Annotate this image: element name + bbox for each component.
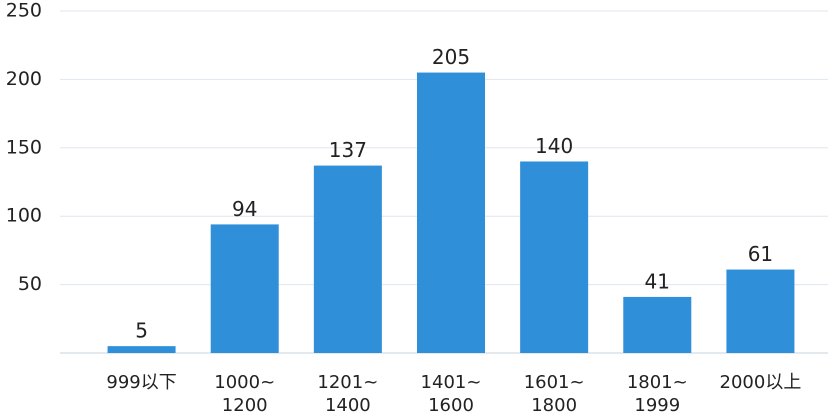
y-tick-label: 200 (6, 68, 42, 90)
y-tick-label: 250 (6, 0, 42, 22)
y-tick-label: 150 (6, 136, 42, 158)
bar (520, 161, 589, 353)
bar (107, 346, 176, 353)
value-label: 205 (432, 45, 470, 69)
x-tick-label: 999以下 (106, 372, 176, 393)
x-tick-label: 1800 (531, 395, 577, 416)
value-label: 94 (232, 197, 257, 221)
value-label: 41 (645, 269, 670, 293)
x-tick-label: 1801~ (627, 372, 688, 393)
bar (210, 224, 279, 353)
value-label: 61 (748, 242, 773, 266)
x-tick-label: 1600 (428, 395, 474, 416)
x-tick-label: 1601~ (524, 372, 585, 393)
x-tick-label: 1999 (634, 395, 680, 416)
y-tick-label: 100 (6, 205, 42, 227)
value-label: 5 (135, 319, 148, 343)
x-tick-label: 2000以上 (720, 372, 802, 393)
x-tick-label: 1000~ (214, 372, 275, 393)
value-label: 140 (535, 134, 573, 158)
x-tick-label: 1200 (222, 395, 268, 416)
bar (417, 72, 485, 353)
x-tick-label: 1401~ (421, 372, 482, 393)
x-tick-label: 1201~ (317, 372, 378, 393)
bar (313, 165, 382, 353)
bar (726, 269, 795, 353)
x-tick-label: 1400 (325, 395, 371, 416)
value-label: 137 (329, 138, 367, 162)
bar (623, 296, 692, 353)
y-tick-label: 50 (18, 273, 42, 295)
